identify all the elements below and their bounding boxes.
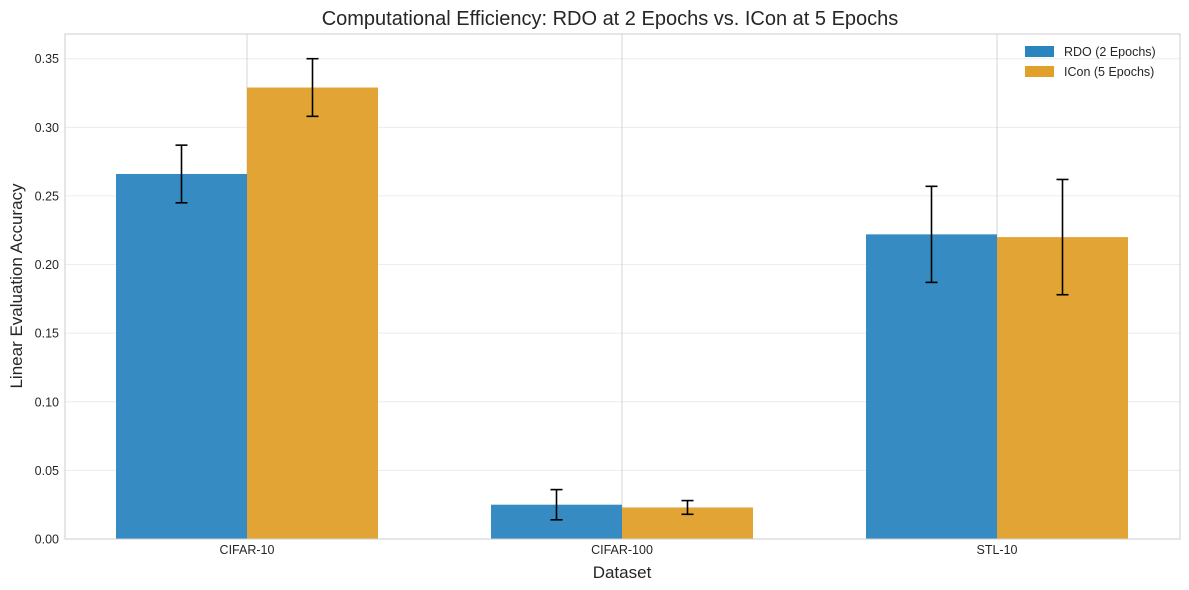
y-tick-label: 0.20 xyxy=(35,258,59,272)
y-tick-label: 0.10 xyxy=(35,395,59,409)
y-tick-label: 0.30 xyxy=(35,121,59,135)
legend-label: ICon (5 Epochs) xyxy=(1064,65,1154,79)
x-tick-label: CIFAR-10 xyxy=(220,543,275,557)
y-tick-label: 0.15 xyxy=(35,327,59,341)
chart-title: Computational Efficiency: RDO at 2 Epoch… xyxy=(322,8,899,30)
y-tick-label: 0.05 xyxy=(35,464,59,478)
y-tick-label: 0.00 xyxy=(35,533,59,547)
x-axis-ticks: CIFAR-10 CIFAR-100 STL-10 xyxy=(220,543,1018,557)
legend-swatch xyxy=(1025,46,1054,57)
y-tick-label: 0.25 xyxy=(35,189,59,203)
y-axis-label: Linear Evaluation Accuracy xyxy=(7,183,26,389)
y-tick-label: 0.35 xyxy=(35,52,59,66)
legend-label: RDO (2 Epochs) xyxy=(1064,45,1156,59)
x-tick-label: STL-10 xyxy=(977,543,1018,557)
legend-swatch xyxy=(1025,66,1054,77)
error-bars xyxy=(175,57,1069,521)
bar-rdo-cifar-10 xyxy=(116,173,247,539)
y-axis-ticks: 0.00 0.05 0.10 0.15 0.20 0.25 0.30 0.35 xyxy=(35,52,59,546)
legend: RDO (2 Epochs) ICon (5 Epochs) xyxy=(1025,45,1156,79)
x-axis-label: Dataset xyxy=(593,563,652,582)
plot-area-frame xyxy=(64,33,1181,540)
bar-rdo-stl-10 xyxy=(866,234,997,539)
x-tick-label: CIFAR-100 xyxy=(591,543,653,557)
bar-icon-cifar-10 xyxy=(247,87,378,540)
